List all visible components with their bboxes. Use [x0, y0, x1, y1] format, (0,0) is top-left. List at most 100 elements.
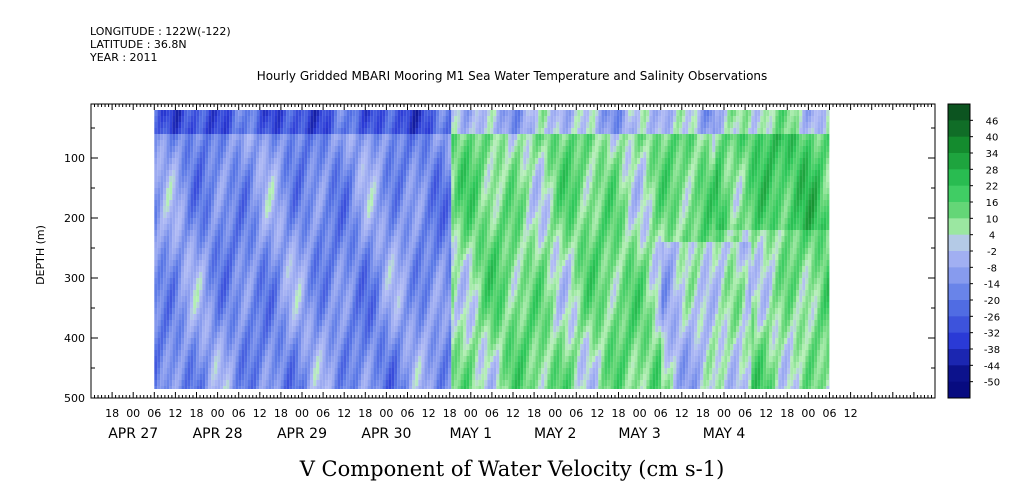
heatmap-cell: [208, 356, 212, 362]
heatmap-cell: [214, 284, 218, 290]
heatmap-cell: [397, 362, 401, 368]
heatmap-cell: [226, 164, 230, 170]
heatmap-cell: [268, 110, 272, 116]
heatmap-cell: [205, 122, 209, 128]
heatmap-cell: [277, 278, 281, 284]
heatmap-cell: [445, 326, 449, 332]
heatmap-cell: [322, 224, 326, 230]
heatmap-cell: [364, 248, 368, 254]
heatmap-cell: [427, 278, 431, 284]
heatmap-cell: [259, 308, 263, 314]
heatmap-cell: [436, 362, 440, 368]
heatmap-cell: [160, 128, 164, 134]
heatmap-cell: [154, 218, 158, 224]
heatmap-cell: [187, 164, 191, 170]
heatmap-cell: [409, 236, 413, 242]
heatmap-cell: [190, 290, 194, 296]
heatmap-cell: [403, 224, 407, 230]
heatmap-cell: [298, 230, 302, 236]
heatmap-cell: [259, 326, 263, 332]
heatmap-cell: [391, 248, 395, 254]
heatmap-cell: [382, 200, 386, 206]
heatmap-cell: [247, 158, 251, 164]
heatmap-cell: [391, 278, 395, 284]
heatmap-cell: [259, 278, 263, 284]
heatmap-cell: [469, 122, 473, 128]
heatmap-cell: [343, 260, 347, 266]
heatmap-cell: [364, 326, 368, 332]
heatmap-cell: [445, 134, 449, 140]
heatmap-cell: [265, 110, 269, 116]
heatmap-cell: [433, 212, 437, 218]
heatmap-cell: [325, 320, 329, 326]
heatmap-cell: [280, 170, 284, 176]
heatmap-cell: [385, 116, 389, 122]
heatmap-cell: [424, 170, 428, 176]
heatmap-cell: [163, 386, 167, 389]
heatmap-cell: [367, 332, 371, 338]
heatmap-cell: [193, 170, 197, 176]
heatmap-cell: [439, 194, 443, 200]
heatmap-cell: [169, 200, 173, 206]
heatmap-cell: [181, 296, 185, 302]
heatmap-cell: [436, 284, 440, 290]
heatmap-cell: [181, 350, 185, 356]
heatmap-cell: [457, 308, 461, 314]
heatmap-cell: [322, 374, 326, 380]
heatmap-cell: [460, 116, 464, 122]
heatmap-cell: [319, 230, 323, 236]
heatmap-cell: [247, 242, 251, 248]
heatmap-cell: [277, 164, 281, 170]
heatmap-cell: [175, 182, 179, 188]
heatmap-cell: [409, 332, 413, 338]
heatmap-cell: [412, 260, 416, 266]
heatmap-cell: [253, 374, 257, 380]
heatmap-cell: [328, 116, 332, 122]
heatmap-cell: [331, 236, 335, 242]
heatmap-cell: [382, 374, 386, 380]
heatmap-cell: [442, 326, 446, 332]
heatmap-cell: [286, 260, 290, 266]
heatmap-cell: [355, 296, 359, 302]
heatmap-cell: [406, 188, 410, 194]
heatmap-cell: [334, 248, 338, 254]
heatmap-cell: [214, 152, 218, 158]
heatmap-cell: [178, 188, 182, 194]
heatmap-cell: [409, 212, 413, 218]
heatmap-cell: [448, 122, 452, 128]
heatmap-cell: [229, 182, 233, 188]
heatmap-cell: [229, 344, 233, 350]
heatmap-cell: [427, 236, 431, 242]
heatmap-cell: [418, 110, 422, 116]
heatmap-cell: [337, 164, 341, 170]
heatmap-cell: [424, 254, 428, 260]
heatmap-cell: [223, 254, 227, 260]
heatmap-cell: [247, 386, 251, 389]
heatmap-cell: [184, 146, 188, 152]
heatmap-cell: [415, 200, 419, 206]
heatmap-cell: [295, 356, 299, 362]
heatmap-cell: [217, 380, 221, 386]
heatmap-cell: [295, 212, 299, 218]
heatmap-cell: [217, 338, 221, 344]
heatmap-cell: [196, 242, 200, 248]
heatmap-cell: [352, 338, 356, 344]
heatmap-cell: [268, 326, 272, 332]
heatmap-cell: [349, 374, 353, 380]
heatmap-cell: [358, 248, 362, 254]
heatmap-cell: [226, 158, 230, 164]
heatmap-cell: [229, 260, 233, 266]
heatmap-cell: [304, 182, 308, 188]
heatmap-cell: [304, 260, 308, 266]
heatmap-cell: [286, 242, 290, 248]
heatmap-cell: [349, 140, 353, 146]
heatmap-cell: [154, 362, 158, 368]
heatmap-cell: [223, 374, 227, 380]
heatmap-cell: [274, 356, 278, 362]
heatmap-cell: [439, 362, 443, 368]
heatmap-cell: [238, 146, 242, 152]
heatmap-cell: [442, 200, 446, 206]
heatmap-cell: [208, 314, 212, 320]
heatmap-cell: [454, 200, 458, 206]
heatmap-cell: [184, 284, 188, 290]
